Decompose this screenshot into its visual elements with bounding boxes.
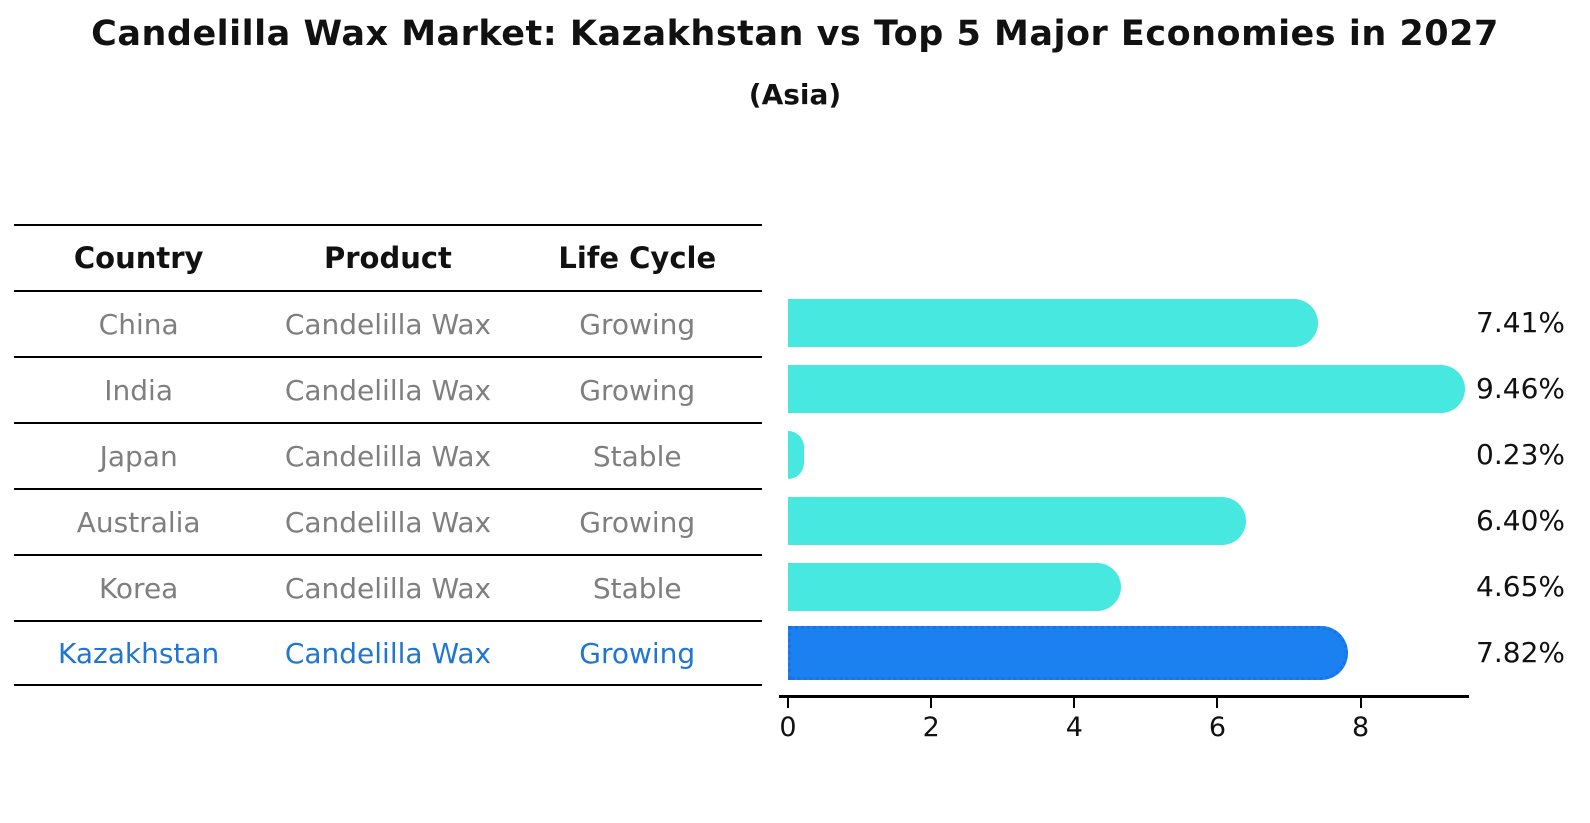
header-cell-product: Product: [323, 241, 452, 275]
value-label: 7.82%: [1476, 636, 1565, 669]
page-title: Candelilla Wax Market: Kazakhstan vs Top…: [91, 14, 1499, 54]
x-axis-tick-label: 2: [922, 712, 940, 743]
value-label: 9.46%: [1476, 372, 1565, 405]
table-row: Kazakhstan Candelilla Wax Growing: [14, 620, 762, 686]
table-cell-product: Candelilla Wax: [284, 636, 492, 670]
table-row: Australia Candelilla Wax Growing: [14, 488, 762, 554]
x-axis-tick: [930, 698, 933, 708]
value-label: 6.40%: [1476, 504, 1565, 537]
table-cell-country: Kazakhstan: [57, 636, 220, 670]
table-cell-life-cycle: Stable: [592, 439, 682, 473]
table-cell-life-cycle: Growing: [579, 505, 696, 539]
table-cell-product: Candelilla Wax: [284, 571, 492, 605]
header-cell-lifecycle: Life Cycle: [558, 241, 717, 275]
table-cell-product: Candelilla Wax: [284, 505, 492, 539]
table-row: India Candelilla Wax Growing: [14, 356, 762, 422]
value-label: 4.65%: [1476, 570, 1565, 603]
bar-india: [788, 365, 1466, 413]
table-cell-life-cycle: Growing: [579, 307, 696, 341]
table-cell-life-cycle: Growing: [579, 373, 696, 407]
x-axis-tick-label: 0: [779, 712, 797, 743]
table-header-row: Country Product Life Cycle: [14, 224, 762, 290]
table-row: Japan Candelilla Wax Stable: [14, 422, 762, 488]
table-cell-product: Candelilla Wax: [284, 439, 492, 473]
x-axis-tick-label: 6: [1208, 712, 1227, 743]
table-row: Korea Candelilla Wax Stable: [14, 554, 762, 620]
x-axis-tick-label: 4: [1065, 712, 1083, 743]
x-axis-tick: [1073, 698, 1076, 708]
table-cell-product: Candelilla Wax: [284, 373, 492, 407]
table-row: China Candelilla Wax Growing: [14, 290, 762, 356]
bar-japan: [788, 431, 805, 479]
x-axis-tick-label: 8: [1352, 712, 1370, 743]
x-axis-tick: [787, 698, 789, 708]
country-table: Country Product Life Cycle China Candelil…: [14, 224, 762, 686]
page-subtitle: (Asia): [748, 78, 842, 111]
table-cell-life-cycle: Stable: [592, 571, 682, 605]
table-cell-country: Japan: [99, 439, 178, 473]
x-axis-tick: [1359, 698, 1362, 708]
header-cell-country: Country: [73, 241, 204, 275]
bar-australia: [788, 497, 1247, 545]
value-label: 7.41%: [1476, 306, 1565, 339]
table-cell-product: Candelilla Wax: [284, 307, 492, 341]
table-cell-life-cycle: Growing: [579, 636, 696, 670]
table-cell-country: Korea: [98, 571, 179, 605]
bar-china: [788, 299, 1319, 347]
x-axis: [779, 695, 1469, 698]
bar-korea: [788, 563, 1121, 611]
table-cell-country: India: [104, 373, 173, 407]
table-cell-country: Australia: [76, 505, 201, 539]
bar-highlight-kazakhstan: [788, 626, 1348, 680]
table-cell-country: China: [98, 307, 179, 341]
x-axis-tick: [1216, 698, 1219, 708]
value-label: 0.23%: [1476, 438, 1565, 471]
